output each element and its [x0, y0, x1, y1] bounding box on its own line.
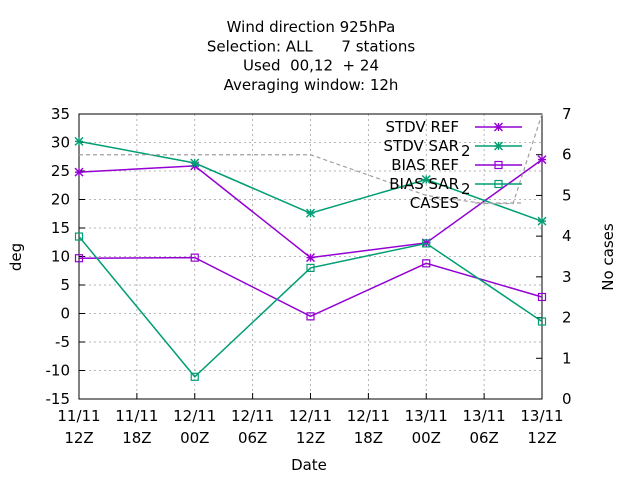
series-line-3	[78, 236, 543, 378]
legend-sample-marker	[494, 179, 503, 189]
y2-tick-label: 7	[562, 105, 572, 123]
x-tick-label-hour: 06Z	[238, 429, 267, 447]
x-axis-label: Date	[291, 456, 327, 474]
plot-series	[74, 113, 547, 381]
y2-tick-label: 3	[562, 268, 572, 286]
data-point	[74, 136, 84, 146]
x-tick-label-date: 12/11	[231, 407, 274, 425]
y-tick-label: -5	[55, 333, 70, 351]
data-point	[190, 158, 200, 168]
y-tick-label: 5	[60, 276, 70, 294]
x-tick-label-hour: 18Z	[122, 429, 151, 447]
legend-label: BIAS SAR	[389, 175, 459, 193]
x-tick-label-hour: 12Z	[296, 429, 325, 447]
y-tick-label: 0	[60, 305, 70, 323]
x-tick-label-hour: 18Z	[354, 429, 383, 447]
data-point	[74, 232, 84, 241]
y2-tick-label: 5	[562, 186, 572, 204]
legend-sample-marker	[494, 122, 503, 132]
data-point	[74, 167, 84, 177]
title-line: Wind direction 925hPa	[227, 18, 396, 36]
marker-stroke	[494, 141, 503, 151]
legend-label: STDV REF	[385, 118, 459, 136]
x-tick-label-date: 11/11	[57, 407, 100, 425]
marker-stroke	[494, 122, 503, 132]
legend-sample-marker	[494, 141, 503, 151]
grid-lines	[79, 114, 542, 399]
legend-sample-marker	[494, 160, 503, 170]
title-line: Used 00,12 + 24	[243, 57, 379, 75]
y-tick-label: -10	[46, 362, 71, 380]
legend-label-subscript: 2	[461, 180, 471, 198]
y-tick-label: -15	[46, 390, 71, 408]
data-point	[306, 208, 315, 218]
x-tick-label-date: 12/11	[347, 407, 390, 425]
marker-stroke	[74, 136, 84, 146]
data-point	[421, 175, 431, 185]
x-tick-label-date: 12/11	[173, 407, 216, 425]
data-point	[537, 317, 547, 326]
data-point	[537, 155, 547, 165]
y-tick-label: 20	[51, 191, 70, 209]
y2-tick-label: 4	[562, 227, 572, 245]
y-tick-label: 10	[51, 248, 70, 266]
data-point	[537, 292, 547, 302]
x-tick-label-date: 12/11	[289, 407, 332, 425]
x-tick-label-date: 13/11	[405, 407, 448, 425]
y-axis-label: deg	[7, 243, 25, 271]
x-tick-label-hour: 06Z	[469, 429, 498, 447]
legend-label: CASES	[410, 194, 459, 212]
title-line: Selection: ALL 7 stations	[207, 37, 415, 55]
y-tick-label: 35	[51, 105, 70, 123]
data-point	[537, 216, 547, 226]
y-tick-label: 30	[51, 134, 70, 152]
y2-tick-label: 1	[562, 349, 572, 367]
legend-label: STDV SAR	[384, 137, 459, 155]
data-point	[74, 254, 84, 263]
x-tick-label-date: 13/11	[520, 407, 563, 425]
marker-stroke	[421, 175, 431, 185]
series-line-4	[79, 113, 543, 205]
data-point	[306, 312, 315, 321]
data-point	[422, 239, 431, 248]
data-point	[190, 372, 199, 381]
x-tick-label-hour: 12Z	[64, 429, 93, 447]
y2-tick-label: 2	[562, 309, 572, 327]
x-tick-label-hour: 00Z	[180, 429, 209, 447]
legend-label: BIAS REF	[391, 156, 459, 174]
marker-stroke	[306, 253, 315, 263]
data-point	[306, 253, 315, 263]
x-tick-label-hour: 12Z	[527, 429, 556, 447]
y2-tick-label: 6	[562, 146, 572, 164]
title-line: Averaging window: 12h	[224, 76, 399, 94]
marker-stroke	[537, 216, 547, 226]
y2-tick-label: 0	[562, 390, 572, 408]
legend-label-subscript: 2	[461, 142, 471, 160]
axes	[78, 113, 543, 400]
series-line-2	[78, 256, 543, 318]
y-tick-label: 25	[51, 162, 70, 180]
marker-stroke	[306, 208, 315, 218]
x-tick-label-date: 11/11	[115, 407, 158, 425]
marker-stroke	[74, 167, 84, 177]
data-point	[422, 259, 431, 268]
tick-labels: -15 -10 -5 0 5 10 15 20 25 30 35 0 1 2 3 4 5 6 7 11/11 12Z 11…	[46, 105, 572, 447]
y-tick-label: 15	[51, 219, 70, 237]
data-point	[306, 263, 315, 272]
data-point	[190, 253, 199, 262]
marker-stroke	[190, 158, 200, 168]
marker-stroke	[537, 155, 547, 165]
y2-axis-label: No cases	[599, 223, 617, 291]
x-tick-label-hour: 00Z	[412, 429, 441, 447]
x-tick-label-date: 13/11	[463, 407, 506, 425]
